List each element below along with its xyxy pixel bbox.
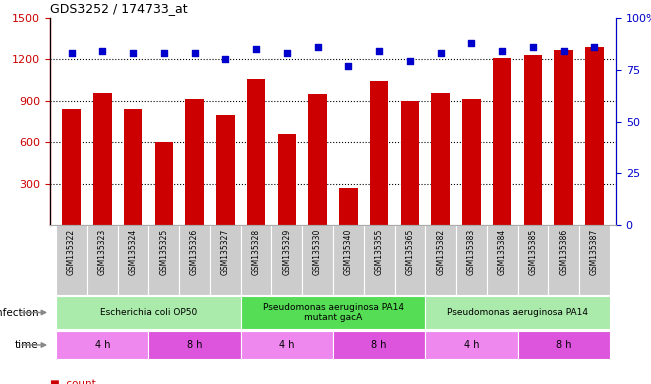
Bar: [277, 134, 296, 225]
Bar: [186, 99, 204, 225]
Text: GSM135382: GSM135382: [436, 228, 445, 275]
Text: GDS3252 / 174733_at: GDS3252 / 174733_at: [50, 2, 187, 15]
Text: GSM135329: GSM135329: [283, 228, 292, 275]
Bar: [425, 296, 610, 329]
Point: [66, 50, 77, 56]
Bar: [56, 296, 241, 329]
Text: GSM135385: GSM135385: [529, 228, 538, 275]
Text: GSM135324: GSM135324: [128, 228, 137, 275]
Bar: [333, 225, 364, 295]
Point: [97, 48, 107, 54]
Bar: [118, 225, 148, 295]
Point: [466, 40, 477, 46]
Text: 8 h: 8 h: [371, 340, 387, 350]
Bar: [62, 109, 81, 225]
Point: [159, 50, 169, 56]
Text: 4 h: 4 h: [279, 340, 295, 350]
Point: [497, 48, 507, 54]
Bar: [56, 331, 148, 359]
Bar: [425, 225, 456, 295]
Point: [343, 63, 353, 69]
Point: [128, 50, 138, 56]
Bar: [523, 55, 542, 225]
Bar: [87, 225, 118, 295]
Bar: [579, 225, 610, 295]
Bar: [247, 79, 266, 225]
Bar: [154, 142, 173, 225]
Text: GSM135365: GSM135365: [406, 228, 415, 275]
Text: 4 h: 4 h: [94, 340, 110, 350]
Text: GSM135327: GSM135327: [221, 228, 230, 275]
Bar: [216, 114, 234, 225]
Bar: [333, 331, 425, 359]
Text: GSM135340: GSM135340: [344, 228, 353, 275]
Point: [282, 50, 292, 56]
Bar: [548, 225, 579, 295]
Bar: [124, 109, 143, 225]
Text: ■  count: ■ count: [50, 379, 96, 384]
Point: [220, 56, 230, 63]
Bar: [241, 296, 425, 329]
Text: GSM135384: GSM135384: [497, 228, 506, 275]
Point: [405, 58, 415, 65]
Text: 8 h: 8 h: [187, 340, 202, 350]
Text: GSM135323: GSM135323: [98, 228, 107, 275]
Bar: [425, 331, 518, 359]
Bar: [241, 331, 333, 359]
Text: infection: infection: [0, 308, 38, 318]
Text: GSM135325: GSM135325: [159, 228, 169, 275]
Bar: [339, 188, 357, 225]
Text: GSM135387: GSM135387: [590, 228, 599, 275]
Bar: [93, 93, 111, 225]
Point: [251, 46, 261, 52]
Bar: [400, 101, 419, 225]
Bar: [518, 331, 610, 359]
Bar: [456, 225, 487, 295]
Text: GSM135322: GSM135322: [67, 228, 76, 275]
Text: GSM135328: GSM135328: [251, 228, 260, 275]
Bar: [518, 225, 548, 295]
Point: [559, 48, 569, 54]
Text: 8 h: 8 h: [556, 340, 572, 350]
Text: GSM135330: GSM135330: [313, 228, 322, 275]
Bar: [395, 225, 425, 295]
Text: GSM135386: GSM135386: [559, 228, 568, 275]
Bar: [302, 225, 333, 295]
Point: [312, 44, 323, 50]
Point: [436, 50, 446, 56]
Bar: [271, 225, 302, 295]
Bar: [210, 225, 241, 295]
Point: [189, 50, 200, 56]
Text: Pseudomonas aeruginosa PA14: Pseudomonas aeruginosa PA14: [447, 308, 588, 317]
Text: GSM135326: GSM135326: [190, 228, 199, 275]
Bar: [148, 331, 241, 359]
Point: [528, 44, 538, 50]
Point: [589, 44, 600, 50]
Bar: [555, 50, 573, 225]
Bar: [370, 81, 389, 225]
Bar: [364, 225, 395, 295]
Text: GSM135355: GSM135355: [374, 228, 383, 275]
Text: Pseudomonas aeruginosa PA14
mutant gacA: Pseudomonas aeruginosa PA14 mutant gacA: [262, 303, 404, 322]
Bar: [241, 225, 271, 295]
Text: GSM135383: GSM135383: [467, 228, 476, 275]
Text: Escherichia coli OP50: Escherichia coli OP50: [100, 308, 197, 317]
Bar: [148, 225, 179, 295]
Bar: [487, 225, 518, 295]
Bar: [56, 225, 87, 295]
Bar: [493, 58, 512, 225]
Bar: [585, 47, 603, 225]
Bar: [462, 99, 480, 225]
Bar: [309, 94, 327, 225]
Point: [374, 48, 384, 54]
Bar: [432, 93, 450, 225]
Bar: [179, 225, 210, 295]
Text: time: time: [15, 340, 38, 350]
Text: 4 h: 4 h: [464, 340, 479, 350]
